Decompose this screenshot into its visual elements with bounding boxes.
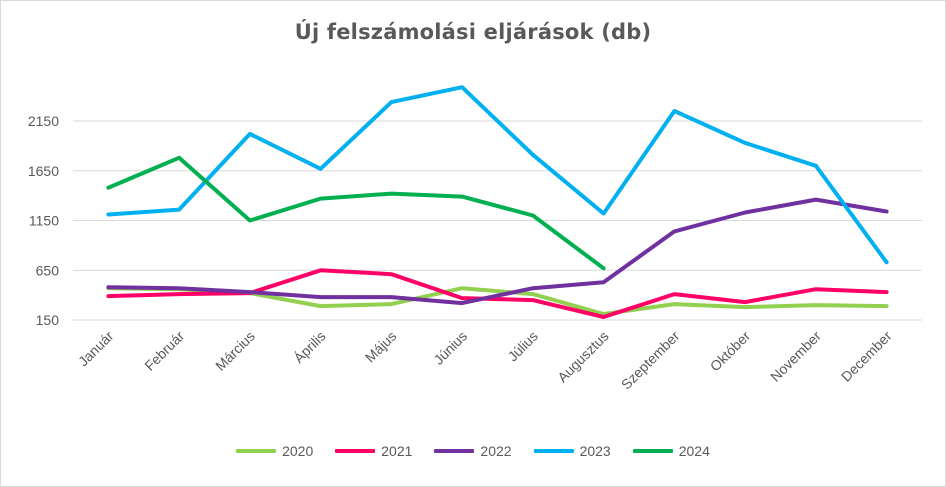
x-tick-label: Május xyxy=(362,328,400,366)
legend-label: 2023 xyxy=(579,443,611,459)
legend-item-2021: 2021 xyxy=(335,443,412,459)
y-tick-label: 650 xyxy=(36,262,60,278)
y-tick-label: 150 xyxy=(36,312,60,328)
legend-item-2022: 2022 xyxy=(434,443,512,459)
legend-label: 2022 xyxy=(480,443,512,459)
y-tick-label: 1650 xyxy=(28,163,59,179)
x-tick-label: December xyxy=(838,328,895,385)
legend-item-2024: 2024 xyxy=(632,443,710,459)
x-tick-label: Október xyxy=(707,328,754,375)
legend-swatch xyxy=(335,449,376,453)
y-tick-label: 2150 xyxy=(28,113,59,129)
x-tick-label: Április xyxy=(290,328,328,366)
series-line-2022 xyxy=(106,197,889,306)
legend-label: 2021 xyxy=(381,443,413,459)
chart-title: Új felszámolási eljárások (db) xyxy=(294,20,652,44)
x-tick-label: November xyxy=(767,328,824,385)
series-line-2023 xyxy=(106,85,889,265)
x-tick-label: Január xyxy=(75,328,117,370)
legend-swatch xyxy=(533,449,574,453)
x-tick-label: Augusztus xyxy=(554,328,612,386)
x-tick-label: Június xyxy=(430,328,470,368)
legend-swatch xyxy=(632,449,673,453)
legend-item-2023: 2023 xyxy=(533,443,611,459)
legend-swatch xyxy=(236,449,277,453)
y-tick-label: 1150 xyxy=(29,213,59,229)
x-tick-label: Február xyxy=(141,328,187,374)
x-tick-label: Március xyxy=(212,328,258,374)
legend-label: 2020 xyxy=(282,443,314,459)
series-line-2024 xyxy=(106,155,606,271)
x-tick-label: Szeptember xyxy=(618,328,683,393)
legend-label: 2024 xyxy=(678,443,710,459)
legend-item-2020: 2020 xyxy=(236,443,313,459)
legend-swatch xyxy=(434,449,475,453)
legend: 2020 2021 2022 2023 2024 xyxy=(0,443,946,459)
x-tick-label: Július xyxy=(504,328,541,365)
